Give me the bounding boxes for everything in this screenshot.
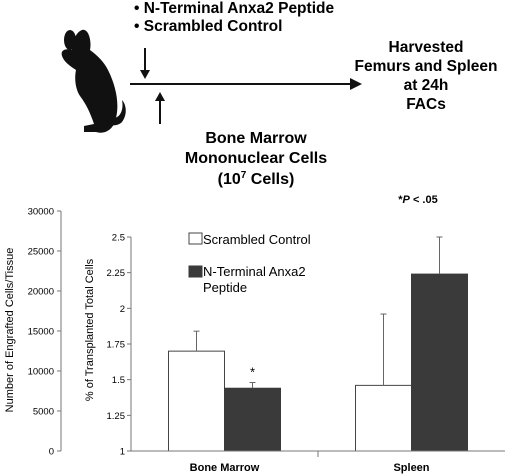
bar: [224, 387, 281, 452]
y-tick-label: 1.5: [112, 375, 125, 386]
y-tick-label: 2.5: [112, 233, 125, 244]
cells-line-3: (107 Cells): [218, 170, 295, 188]
harvest-line-4: FACs: [406, 96, 446, 113]
left-axis-label: Number of Engrafted Cells/Tissue: [4, 248, 16, 413]
left-tick-label: 10000: [28, 367, 54, 378]
left-tick-label: 15000: [28, 327, 54, 338]
legend: Scrambled Control N-Terminal Anxa2 Peptid…: [188, 232, 311, 295]
cells-line-2: Mononuclear Cells: [185, 150, 327, 167]
left-tick-label: 30000: [28, 207, 54, 218]
cell-transplant-arrowhead: [155, 92, 165, 101]
y-axis-label: % of Transplanted Total Cells: [84, 258, 96, 401]
significance-note: *P < .05: [398, 194, 437, 206]
x-tick-label: Spleen: [393, 462, 429, 474]
bar: [355, 384, 412, 452]
legend-label-anxa2-line2: Peptide: [203, 280, 247, 295]
bar: [168, 350, 225, 452]
treatment-item-2: • Scrambled Control: [134, 18, 282, 35]
harvest-text: Harvested Femurs and Spleen at 24h FACs: [355, 39, 498, 113]
legend-swatch-anxa2: [188, 265, 203, 278]
legend-swatch-scrambled: [188, 232, 203, 245]
left-tick-label: 5000: [33, 407, 54, 418]
bars: *: [168, 236, 468, 452]
x-axis: Bone Marrow Spleen: [131, 450, 505, 474]
left-tick-label: 0: [49, 447, 54, 458]
timeline-arrowhead: [350, 78, 362, 90]
harvest-line-1: Harvested: [389, 39, 464, 56]
harvest-line-2: Femurs and Spleen: [355, 58, 498, 75]
legend-label-anxa2-line1: N-Terminal Anxa2: [203, 264, 306, 279]
bar: [411, 273, 468, 452]
y-tick-label: 1.25: [107, 411, 126, 422]
y-tick-label: 2.25: [107, 268, 126, 279]
x-tick-label: Bone Marrow: [190, 462, 260, 474]
treatment-item-1: • N-Terminal Anxa2 Peptide: [134, 0, 334, 17]
harvest-line-3: at 24h: [404, 77, 449, 94]
injection-arrowhead: [140, 70, 150, 79]
right-axis: 1 1.25 1.5 1.75 2 2.25 2.5: [107, 233, 132, 458]
significance-mark: *: [250, 365, 255, 380]
left-axis: 0 5000 10000 15000 20000 25000 30000: [28, 207, 62, 458]
legend-label-scrambled: Scrambled Control: [203, 232, 311, 247]
cells-line-1: Bone Marrow: [205, 130, 307, 147]
left-tick-label: 20000: [28, 287, 54, 298]
legend-label-anxa2: N-Terminal Anxa2 Peptide: [203, 264, 306, 295]
cells-text: Bone Marrow Mononuclear Cells (107 Cells…: [185, 130, 327, 188]
y-tick-label: 1: [120, 447, 125, 458]
y-tick-label: 2: [120, 304, 125, 315]
mouse-silhouette-icon: [61, 29, 126, 133]
y-tick-label: 1.75: [107, 340, 126, 351]
left-tick-label: 25000: [28, 247, 54, 258]
